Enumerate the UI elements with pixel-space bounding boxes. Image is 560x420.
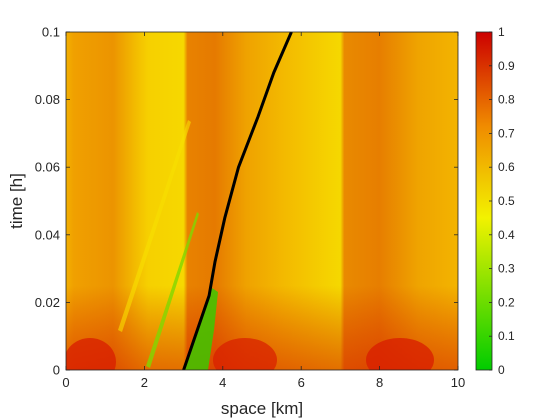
colorbar-tick-label: 0.5 [498,194,515,208]
y-axis: 0 0.02 0.04 0.06 0.08 0.1 [35,25,458,378]
colorbar: 0 0.1 0.2 0.3 0.4 0.5 0.6 0.7 0.8 0.9 1 [475,25,515,377]
colorbar-tick-label: 0.9 [498,59,515,73]
x-tick-label: 10 [451,375,465,390]
heatmap-red-spot-3 [366,338,434,370]
x-axis: 0 2 4 6 8 10 [62,32,465,390]
y-tick-label: 0.04 [35,227,60,242]
colorbar-tick-label: 0.7 [498,126,515,140]
colorbar-tick-label: 0 [498,363,505,377]
heatmap-light-streak [118,120,191,332]
colorbar-tick-label: 0.1 [498,329,515,343]
y-axis-label: time [h] [7,173,26,229]
x-tick-label: 6 [298,375,305,390]
plot-frame [65,31,459,371]
x-tick-label: 0 [62,375,69,390]
x-tick-label: 8 [376,375,383,390]
colorbar-tick-label: 0.2 [498,295,515,309]
colorbar-tick-label: 0.3 [498,262,515,276]
heatmap-bottom-shading [66,32,458,370]
heatmap-red-spot-1 [66,338,116,370]
x-axis-label: space [km] [221,399,303,418]
heatmap-green-streak [146,212,199,368]
colorbar-tick-label: 0.8 [498,93,515,107]
colorbar-tick-label: 0.6 [498,160,515,174]
heatmap-red-spot-2 [213,338,277,370]
colorbar-tick-label: 0.4 [498,228,515,242]
x-tick-label: 2 [141,375,148,390]
x-tick-label: 4 [219,375,226,390]
plot-area [66,32,458,370]
y-tick-label: 0.02 [35,295,60,310]
colorbar-tick-label: 1 [498,25,505,39]
y-tick-label: 0.08 [35,92,60,107]
y-tick-label: 0.06 [35,160,60,175]
y-tick-label: 0 [53,363,60,378]
colorbar-ticks: 0 0.1 0.2 0.3 0.4 0.5 0.6 0.7 0.8 0.9 1 [489,25,515,377]
y-tick-label: 0.1 [42,25,60,40]
heatmap-green-region [184,288,218,370]
trajectory-line [182,32,293,370]
